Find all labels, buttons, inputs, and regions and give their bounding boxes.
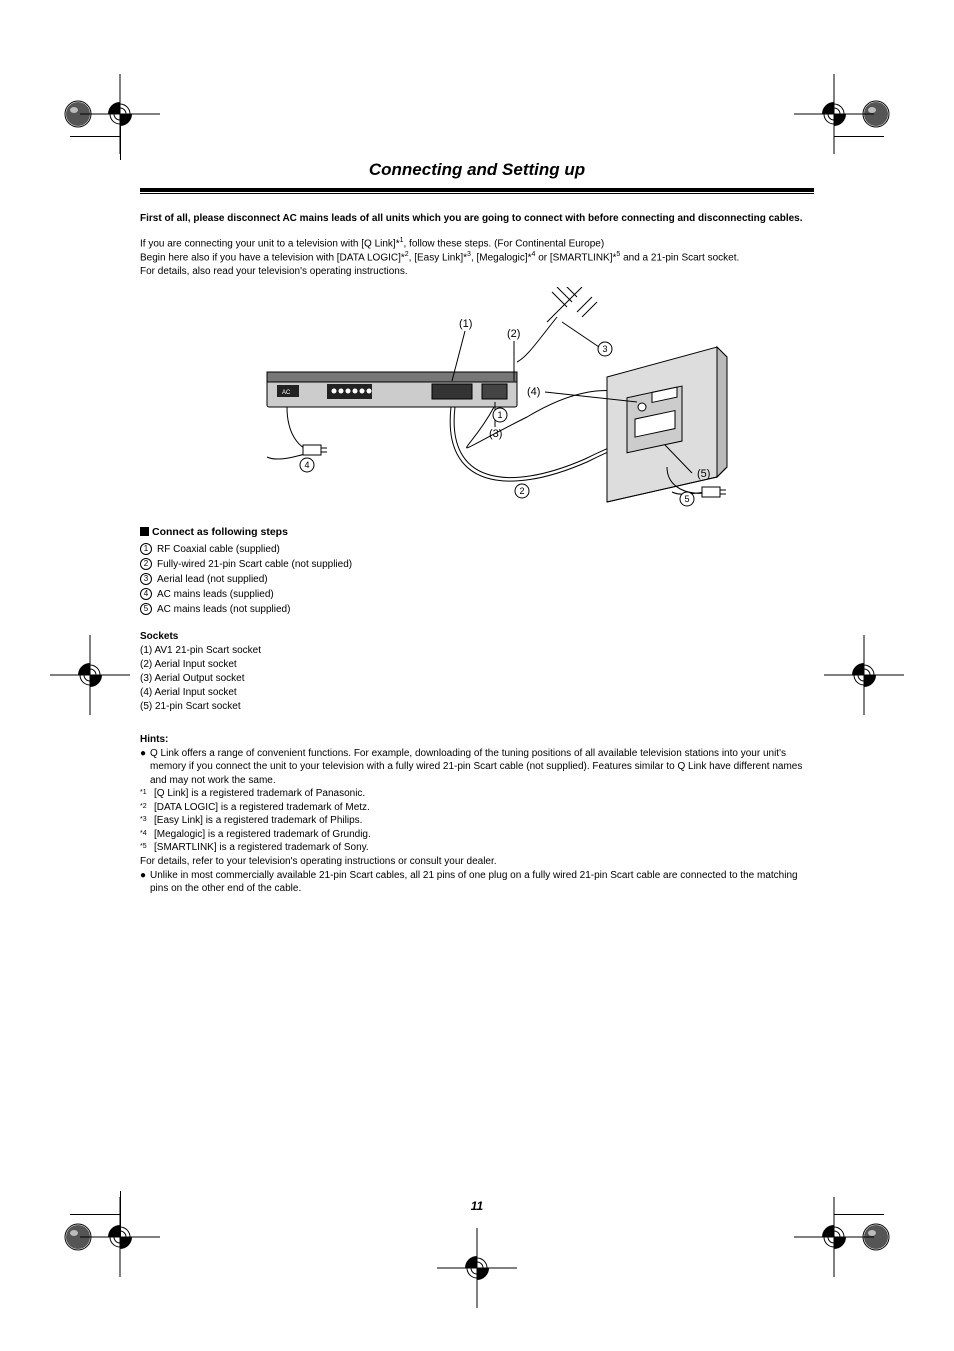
connection-diagram: 3 AC (1) — [140, 287, 814, 512]
footnote: *5[SMARTLINK] is a registered trademark … — [140, 841, 814, 855]
list-item: 2 Fully-wired 21-pin Scart cable (not sup… — [140, 557, 814, 572]
svg-text:(5): (5) — [697, 468, 710, 480]
text: or [SMARTLINK]* — [535, 253, 616, 264]
text: and a 21-pin Scart socket. — [620, 253, 739, 264]
heading-text: Connect as following steps — [152, 526, 288, 538]
list-item: 4 AC mains leads (supplied) — [140, 587, 814, 602]
title-rule — [140, 188, 814, 192]
crop-line — [120, 1191, 121, 1237]
reg-mark-cross — [50, 635, 130, 715]
svg-text:AC: AC — [282, 390, 291, 396]
svg-text:(3): (3) — [489, 428, 502, 440]
footnote: *2[DATA LOGIC] is a registered trademark… — [140, 801, 814, 815]
crop-line — [70, 1214, 120, 1215]
bullet-icon: ● — [140, 747, 150, 788]
circled-number-icon: 2 — [140, 558, 152, 570]
footnote: *4[Megalogic] is a registered trademark … — [140, 828, 814, 842]
list-text: RF Coaxial cable (supplied) — [157, 542, 280, 557]
page-title: Connecting and Setting up — [140, 160, 814, 180]
svg-text:(2): (2) — [507, 328, 520, 340]
footnote-text: [Easy Link] is a registered trademark of… — [154, 814, 362, 828]
circled-number-icon: 3 — [140, 573, 152, 585]
reg-mark-cross — [794, 74, 874, 154]
page-number: 11 — [0, 1199, 954, 1213]
intro-text: If you are connecting your unit to a tel… — [140, 236, 814, 279]
footnote-text: [Q Link] is a registered trademark of Pa… — [154, 787, 365, 801]
hints-heading: Hints: — [140, 734, 814, 745]
list-item: (5) 21-pin Scart socket — [140, 700, 814, 714]
sockets-list: (1) AV1 21-pin Scart socket (2) Aerial I… — [140, 644, 814, 714]
footnote-mark: *5 — [140, 841, 154, 855]
footnote-mark: *4 — [140, 828, 154, 842]
text: , follow these steps. (For Continental E… — [404, 238, 605, 249]
list-text: Aerial lead (not supplied) — [157, 572, 268, 587]
hint-item: ● Unlike in most commercially available … — [140, 869, 814, 896]
crop-line — [834, 136, 884, 137]
list-item: (2) Aerial Input socket — [140, 658, 814, 672]
steps-list: 1 RF Coaxial cable (supplied) 2 Fully-wire… — [140, 542, 814, 617]
svg-text:1: 1 — [497, 410, 502, 420]
list-item: (3) Aerial Output socket — [140, 672, 814, 686]
circled-number-icon: 4 — [140, 588, 152, 600]
text: For details, also read your television's… — [140, 266, 408, 277]
text: Begin here also if you have a television… — [140, 253, 405, 264]
hint-text: Q Link offers a range of convenient func… — [150, 747, 814, 788]
svg-text:(4): (4) — [527, 386, 540, 398]
title-rule — [140, 193, 814, 194]
steps-heading: Connect as following steps — [140, 526, 814, 538]
crop-line — [70, 136, 120, 137]
text: , [Megalogic]* — [471, 253, 532, 264]
list-item: 1 RF Coaxial cable (supplied) — [140, 542, 814, 557]
hint-item: ● Q Link offers a range of convenient fu… — [140, 747, 814, 788]
svg-text:5: 5 — [684, 494, 689, 504]
reg-mark-cross — [824, 635, 904, 715]
text: , [Easy Link]* — [409, 253, 467, 264]
hint-text: For details, refer to your television's … — [140, 855, 814, 869]
footnote-mark: *2 — [140, 801, 154, 815]
list-text: AC mains leads (not supplied) — [157, 602, 290, 617]
list-item: 3 Aerial lead (not supplied) — [140, 572, 814, 587]
footnote-mark: *1 — [140, 787, 154, 801]
square-icon — [140, 527, 149, 536]
svg-text:4: 4 — [304, 460, 309, 470]
hint-text: Unlike in most commercially available 21… — [150, 869, 814, 896]
list-item: (4) Aerial Input socket — [140, 686, 814, 700]
footnote-text: [Megalogic] is a registered trademark of… — [154, 828, 371, 842]
circled-number-icon: 1 — [140, 543, 152, 555]
circled-number-icon: 5 — [140, 603, 152, 615]
footnote-mark: *3 — [140, 814, 154, 828]
crop-line — [120, 114, 121, 160]
footnote-text: [DATA LOGIC] is a registered trademark o… — [154, 801, 370, 815]
svg-text:(1): (1) — [459, 318, 472, 330]
footnote-text: [SMARTLINK] is a registered trademark of… — [154, 841, 369, 855]
footnote: *3[Easy Link] is a registered trademark … — [140, 814, 814, 828]
crop-line — [834, 1214, 884, 1215]
reg-mark-cross — [437, 1228, 517, 1308]
svg-text:3: 3 — [602, 344, 607, 354]
sockets-heading: Sockets — [140, 631, 814, 642]
footnote: *1[Q Link] is a registered trademark of … — [140, 787, 814, 801]
bullet-icon: ● — [140, 869, 150, 896]
warning-text: First of all, please disconnect AC mains… — [140, 212, 814, 226]
svg-text:2: 2 — [519, 486, 524, 496]
list-text: AC mains leads (supplied) — [157, 587, 274, 602]
list-item: (1) AV1 21-pin Scart socket — [140, 644, 814, 658]
text: If you are connecting your unit to a tel… — [140, 238, 400, 249]
list-text: Fully-wired 21-pin Scart cable (not supp… — [157, 557, 352, 572]
list-item: 5 AC mains leads (not supplied) — [140, 602, 814, 617]
